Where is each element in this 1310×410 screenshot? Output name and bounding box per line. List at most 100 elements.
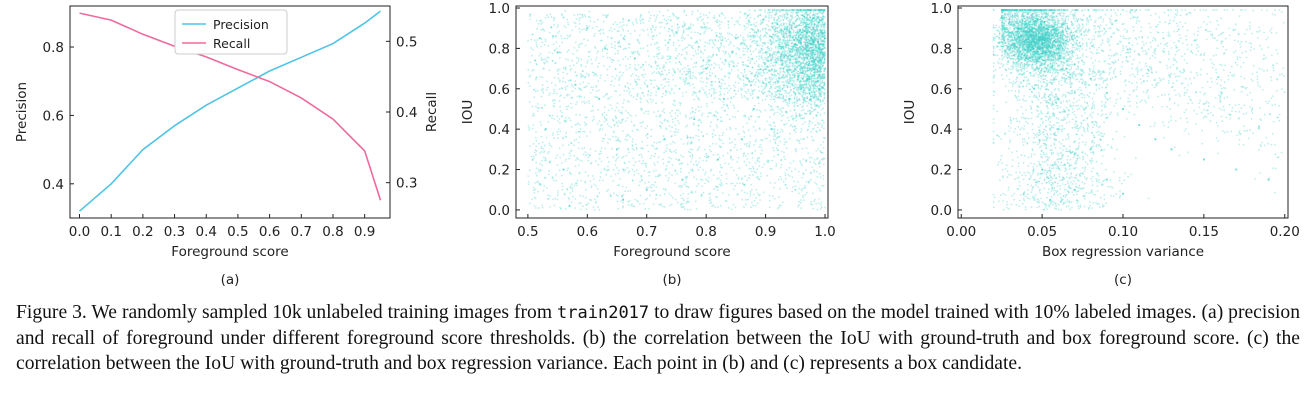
scatter-point — [700, 178, 702, 181]
scatter-point — [756, 40, 759, 42]
scatter-point — [816, 157, 819, 160]
scatter-point — [788, 166, 791, 169]
scatter-point — [665, 188, 667, 191]
scatter-point — [617, 52, 620, 55]
scatter-point — [641, 156, 643, 158]
scatter-point — [716, 206, 719, 208]
scatter-point — [797, 139, 800, 142]
scatter-point — [542, 156, 545, 159]
scatter-point — [721, 120, 723, 123]
scatter-point — [566, 108, 568, 110]
scatter-point — [781, 130, 784, 133]
scatter-point — [544, 144, 546, 147]
scatter-point — [618, 75, 621, 78]
scatter-point — [749, 190, 752, 193]
scatter-point — [633, 205, 636, 208]
scatter-point — [527, 125, 530, 127]
scatter-point — [629, 32, 632, 35]
scatter-point — [794, 86, 796, 88]
scatter-point — [662, 135, 665, 138]
scatter-point — [779, 97, 782, 99]
scatter-point — [751, 72, 753, 74]
scatter-point — [569, 171, 571, 174]
scatter-point — [757, 85, 760, 88]
scatter-point — [779, 77, 782, 80]
scatter-point — [642, 147, 645, 150]
scatter-point — [627, 58, 629, 60]
scatter-point — [634, 67, 636, 70]
scatter-point — [590, 199, 593, 202]
scatter-point — [793, 22, 796, 25]
scatter-point — [773, 9, 775, 11]
scatter-point — [654, 152, 656, 155]
scatter-point — [602, 28, 605, 31]
scatter-point — [708, 71, 711, 74]
scatter-point — [792, 117, 795, 120]
scatter-point — [562, 153, 565, 156]
scatter-point — [624, 85, 627, 87]
scatter-point — [792, 21, 795, 23]
scatter-point — [771, 42, 774, 45]
scatter-point — [777, 96, 779, 99]
scatter-point — [793, 125, 796, 128]
scatter-point — [623, 89, 626, 92]
scatter-point — [710, 201, 712, 204]
scatter-point — [777, 105, 779, 108]
scatter-point — [544, 104, 546, 107]
scatter-point — [638, 184, 640, 187]
scatter-point — [824, 34, 826, 37]
scatter-point — [707, 112, 710, 114]
scatter-point — [599, 39, 602, 42]
scatter-point — [543, 150, 546, 153]
scatter-point — [711, 39, 714, 41]
scatter-point — [667, 30, 670, 33]
scatter-point — [673, 35, 676, 37]
scatter-point — [550, 26, 552, 29]
scatter-point — [556, 92, 558, 95]
scatter-point — [747, 34, 749, 36]
scatter-point — [791, 70, 794, 73]
scatter-point — [808, 99, 811, 101]
scatter-point — [806, 16, 809, 19]
scatter-point — [746, 50, 748, 53]
scatter-point — [606, 14, 608, 17]
scatter-point — [806, 61, 808, 64]
scatter-point — [752, 80, 754, 83]
scatter-point — [708, 55, 711, 58]
scatter-point — [710, 112, 713, 114]
scatter-point — [601, 114, 604, 117]
scatter-point — [603, 111, 606, 114]
scatter-point — [714, 76, 717, 78]
scatter-point — [812, 192, 814, 195]
scatter-point — [628, 161, 630, 163]
scatter-point — [684, 81, 687, 83]
scatter-point — [804, 184, 806, 187]
scatter-point — [699, 56, 702, 59]
scatter-point — [646, 133, 649, 135]
scatter-point — [783, 36, 786, 39]
scatter-point — [787, 35, 789, 38]
scatter-point — [645, 134, 647, 137]
scatter-point — [588, 102, 591, 105]
scatter-point — [556, 194, 559, 197]
scatter-point — [558, 147, 561, 150]
scatter-point — [799, 117, 802, 120]
scatter-point — [691, 153, 694, 156]
scatter-point — [557, 77, 560, 80]
scatter-point — [583, 130, 586, 133]
scatter-point — [744, 115, 747, 118]
scatter-point — [679, 112, 682, 115]
scatter-point — [627, 172, 630, 174]
scatter-point — [639, 96, 642, 99]
scatter-point — [800, 47, 803, 50]
scatter-point — [684, 81, 686, 83]
scatter-point — [576, 182, 578, 185]
scatter-point — [647, 171, 650, 174]
scatter-point — [686, 46, 688, 49]
scatter-point — [597, 163, 600, 166]
scatter-point — [581, 101, 583, 103]
scatter-point — [607, 188, 609, 191]
scatter-point — [637, 64, 640, 66]
scatter-point — [541, 106, 543, 109]
scatter-point — [534, 90, 537, 93]
